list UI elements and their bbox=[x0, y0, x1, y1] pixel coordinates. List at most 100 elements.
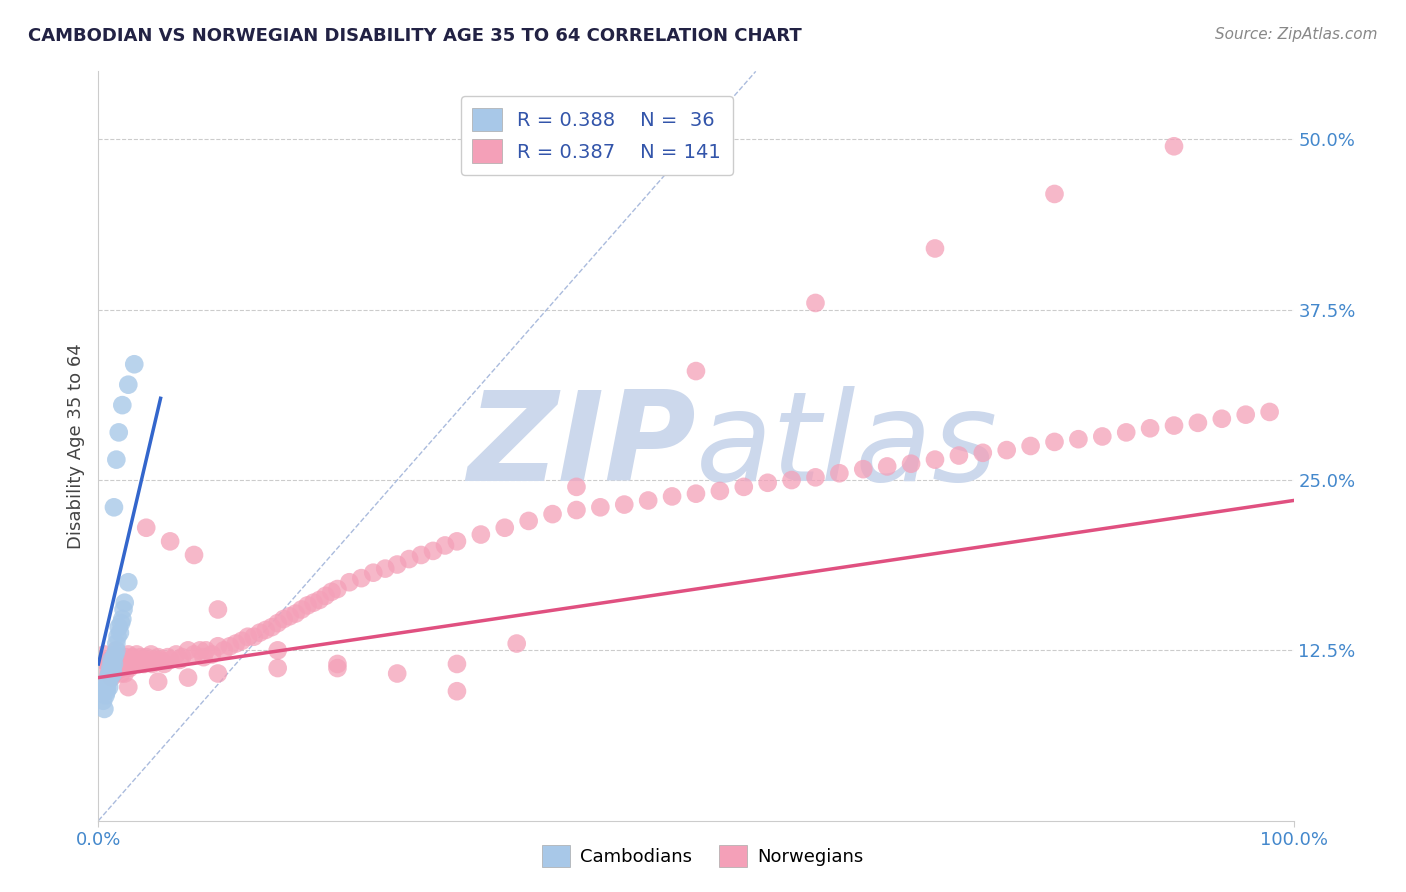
Point bbox=[107, 425, 129, 440]
Point bbox=[709, 483, 731, 498]
Point bbox=[100, 653, 122, 667]
Point bbox=[93, 702, 115, 716]
Point bbox=[188, 643, 211, 657]
Point bbox=[100, 671, 122, 685]
Point bbox=[94, 677, 117, 691]
Point bbox=[107, 620, 129, 634]
Point bbox=[243, 630, 266, 644]
Point bbox=[103, 650, 125, 665]
Point bbox=[363, 566, 385, 580]
Point bbox=[231, 633, 253, 648]
Point bbox=[105, 636, 128, 650]
Point bbox=[148, 674, 170, 689]
Point bbox=[183, 648, 205, 662]
Point bbox=[103, 666, 125, 681]
Point bbox=[876, 459, 898, 474]
Point bbox=[111, 661, 134, 675]
Point bbox=[565, 480, 588, 494]
Point bbox=[446, 657, 468, 671]
Point bbox=[446, 534, 468, 549]
Legend: Cambodians, Norwegians: Cambodians, Norwegians bbox=[536, 838, 870, 874]
Point bbox=[103, 500, 125, 515]
Point bbox=[1043, 186, 1066, 201]
Point bbox=[122, 650, 145, 665]
Point bbox=[506, 636, 529, 650]
Point bbox=[1091, 429, 1114, 443]
Point bbox=[284, 607, 307, 621]
Point bbox=[135, 521, 157, 535]
Point bbox=[995, 443, 1018, 458]
Point bbox=[129, 650, 152, 665]
Point bbox=[804, 296, 827, 310]
Point bbox=[100, 657, 122, 671]
Point bbox=[93, 648, 115, 662]
Point bbox=[114, 596, 136, 610]
Point bbox=[135, 650, 157, 665]
Point bbox=[91, 694, 114, 708]
Point bbox=[94, 688, 117, 702]
Point bbox=[97, 671, 120, 685]
Point bbox=[177, 671, 200, 685]
Point bbox=[780, 473, 803, 487]
Point bbox=[924, 242, 946, 256]
Point bbox=[117, 680, 139, 694]
Point bbox=[852, 462, 875, 476]
Point bbox=[207, 666, 229, 681]
Point bbox=[1258, 405, 1281, 419]
Point bbox=[96, 680, 118, 694]
Point bbox=[446, 684, 468, 698]
Point bbox=[115, 657, 138, 671]
Point bbox=[685, 364, 707, 378]
Point bbox=[434, 538, 457, 552]
Point bbox=[900, 457, 922, 471]
Legend: R = 0.388    N =  36, R = 0.387    N = 141: R = 0.388 N = 36, R = 0.387 N = 141 bbox=[461, 96, 733, 175]
Point bbox=[517, 514, 540, 528]
Point bbox=[565, 503, 588, 517]
Point bbox=[1067, 432, 1090, 446]
Point bbox=[159, 534, 181, 549]
Point bbox=[107, 630, 129, 644]
Point bbox=[172, 650, 194, 665]
Point bbox=[124, 653, 146, 667]
Point bbox=[159, 653, 181, 667]
Point bbox=[1187, 416, 1209, 430]
Text: ZIP: ZIP bbox=[467, 385, 696, 507]
Point bbox=[260, 620, 283, 634]
Text: Source: ZipAtlas.com: Source: ZipAtlas.com bbox=[1215, 27, 1378, 42]
Point bbox=[1043, 434, 1066, 449]
Point bbox=[103, 657, 125, 671]
Point bbox=[125, 648, 148, 662]
Point bbox=[948, 449, 970, 463]
Point bbox=[121, 657, 143, 671]
Point bbox=[91, 684, 114, 698]
Point bbox=[112, 657, 135, 671]
Point bbox=[828, 467, 851, 481]
Point bbox=[165, 648, 187, 662]
Point bbox=[374, 561, 396, 575]
Point bbox=[267, 616, 290, 631]
Point bbox=[350, 571, 373, 585]
Point bbox=[110, 666, 132, 681]
Point bbox=[385, 558, 409, 572]
Point bbox=[1019, 439, 1042, 453]
Point bbox=[101, 657, 124, 671]
Point bbox=[105, 452, 128, 467]
Point bbox=[117, 377, 139, 392]
Point bbox=[124, 357, 146, 371]
Point bbox=[236, 630, 259, 644]
Point bbox=[804, 470, 827, 484]
Point bbox=[115, 650, 138, 665]
Point bbox=[117, 648, 139, 662]
Point bbox=[104, 648, 127, 662]
Point bbox=[98, 661, 122, 675]
Point bbox=[291, 602, 314, 616]
Point bbox=[98, 671, 122, 685]
Point bbox=[541, 507, 564, 521]
Point bbox=[195, 643, 218, 657]
Point bbox=[1211, 411, 1233, 425]
Point bbox=[138, 653, 160, 667]
Point bbox=[108, 625, 131, 640]
Point bbox=[1163, 139, 1185, 153]
Point bbox=[326, 661, 349, 675]
Point bbox=[98, 666, 121, 681]
